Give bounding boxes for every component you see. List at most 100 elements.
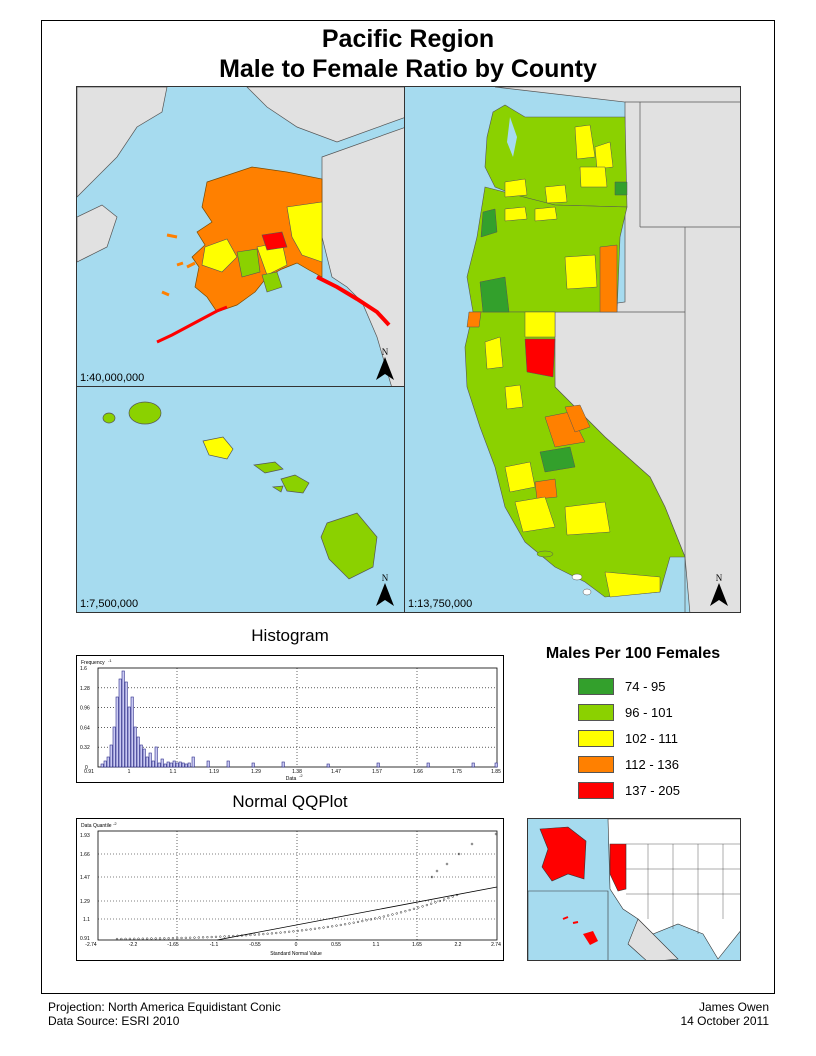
- qqplot-y-tick: 1.47: [80, 875, 90, 881]
- histogram-bar: [100, 763, 104, 768]
- histogram-bar: [109, 744, 113, 768]
- legend-label: 74 - 95: [625, 679, 666, 694]
- histogram-x-exponent: -2: [299, 773, 303, 778]
- histogram-x-tick: 1.85: [491, 769, 501, 775]
- legend-label: 96 - 101: [625, 705, 673, 720]
- qqplot-point: [296, 929, 299, 932]
- qqplot-x-tick: -0.55: [249, 942, 261, 948]
- qqplot-point: [115, 937, 119, 941]
- qqplot-point: [369, 918, 373, 921]
- map-title: Pacific Region Male to Female Ratio by C…: [41, 24, 775, 84]
- histogram-x-tick: 1.19: [209, 769, 219, 775]
- histogram-bar: [106, 756, 110, 768]
- histogram-bar: [157, 762, 161, 768]
- histogram-bar: [139, 744, 143, 768]
- legend-swatch: [578, 678, 614, 695]
- qqplot-point: [249, 933, 252, 937]
- qqplot-chart: Data Quantile -2 1.93 1.66 1.47 1.29 1.1…: [76, 818, 504, 961]
- qqplot-point: [227, 935, 230, 938]
- qqplot-point: [417, 906, 420, 909]
- histogram-bar: [103, 760, 107, 768]
- histogram-y-exponent: -1: [108, 658, 112, 663]
- qqplot-point: [395, 912, 398, 915]
- histogram-y-tick: 1.6: [80, 666, 87, 672]
- legend-swatch: [578, 704, 614, 721]
- qqplot-x-tick: 1.1: [373, 942, 380, 948]
- qqplot-point: [223, 935, 226, 938]
- qqplot-point: [167, 937, 170, 940]
- qqplot-x-tick: 1.65: [412, 942, 422, 948]
- histogram-bar: [169, 762, 173, 768]
- hawaii-map-panel: 1:7,500,000 N: [76, 386, 405, 613]
- histogram-bar: [115, 696, 119, 768]
- histogram-bar: [172, 760, 176, 768]
- locator-map: [528, 819, 740, 960]
- histogram-y-tick: 0.64: [80, 725, 90, 731]
- qqplot-point: [404, 910, 407, 913]
- histogram-bar: [133, 726, 137, 768]
- legend-swatch: [578, 730, 614, 747]
- qqplot-x-tick: 2.74: [491, 942, 501, 948]
- histogram-x-axis-label: Data: [286, 776, 297, 782]
- qqplot-y-tick: 1.93: [80, 833, 90, 839]
- qqplot-y-tick: 1.66: [80, 852, 90, 858]
- histogram-bar: [121, 670, 125, 768]
- qqplot-point: [434, 901, 437, 904]
- qqplot-point: [352, 921, 355, 924]
- qqplot-point: [435, 869, 439, 873]
- qqplot-point: [344, 923, 347, 926]
- north-arrow-label: N: [382, 573, 389, 583]
- map-title-line1: Pacific Region: [321, 25, 495, 53]
- hawaii-map: [77, 387, 404, 612]
- qqplot-y-tick: 1.1: [83, 917, 90, 923]
- qqplot-point: [300, 929, 304, 932]
- legend-label: 102 - 111: [625, 731, 679, 746]
- qqplot-point: [361, 919, 364, 923]
- qqplot-point: [171, 937, 175, 940]
- qqplot-y-tick: 0.91: [80, 936, 90, 942]
- mainland-scale-text: 1:13,750,000: [408, 598, 473, 610]
- qqplot-point: [283, 931, 286, 934]
- histogram-x-tick: 1.29: [251, 769, 261, 775]
- histogram-bar: [376, 762, 380, 768]
- qqplot-point: [305, 928, 308, 931]
- histogram-bar: [494, 762, 498, 768]
- projection-text: Projection: North America Equidistant Co…: [48, 1000, 281, 1014]
- qqplot-point: [322, 926, 325, 929]
- histogram-bar: [175, 762, 179, 768]
- histogram-bar: [154, 746, 158, 768]
- qqplot-point: [141, 937, 144, 940]
- qqplot-point: [189, 936, 192, 939]
- qqplot-point: [180, 936, 183, 940]
- qqplot-title: Normal QQPlot: [232, 792, 348, 811]
- alaska-map-panel: 1:40,000,000 N: [76, 86, 405, 387]
- histogram-bar: [130, 696, 134, 768]
- north-arrow-label: N: [716, 573, 723, 583]
- qqplot-point: [262, 932, 265, 936]
- qqplot-point: [253, 933, 256, 936]
- histogram-bar: [191, 756, 195, 768]
- histogram-y-tick: 0: [85, 765, 88, 771]
- qqplot-point: [270, 932, 274, 935]
- qqplot-x-tick: 2.2: [455, 942, 462, 948]
- histogram-bar: [142, 748, 146, 768]
- qqplot-x-tick: -1.65: [167, 942, 179, 948]
- histogram-bar: [124, 681, 128, 768]
- histogram-bar: [251, 762, 255, 768]
- qqplot-point: [124, 937, 127, 940]
- qqplot-point: [442, 898, 446, 901]
- qqplot-point: [158, 937, 162, 940]
- author-text: James Owen: [698, 1000, 769, 1014]
- qqplot-point: [279, 931, 282, 934]
- histogram-chart: Frequency -1 1.6 1.28 0.96 0.64 0.32 0 0…: [76, 655, 504, 783]
- qqplot-x-tick: -1.1: [210, 942, 219, 948]
- qqplot-point: [430, 902, 433, 905]
- qqplot-point: [356, 920, 360, 924]
- qqplot-point: [438, 899, 441, 903]
- qqplot-point: [214, 935, 218, 938]
- qqplot-point: [184, 936, 187, 939]
- histogram-y-tick: 0.32: [80, 745, 90, 751]
- qqplot-point: [430, 875, 434, 879]
- locator-map-panel: [527, 818, 741, 961]
- mainland-map: [405, 87, 740, 612]
